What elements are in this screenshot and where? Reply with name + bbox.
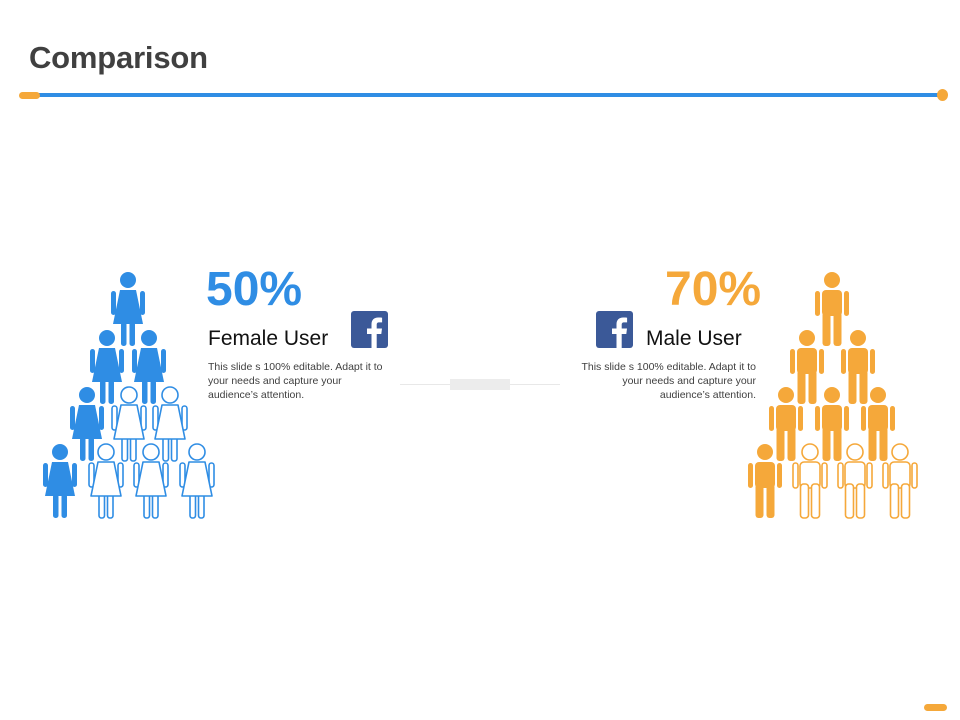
female-person-icon — [70, 387, 104, 461]
male-person-icon — [882, 443, 918, 519]
male-person-icon — [790, 330, 824, 404]
male-person-icon — [837, 443, 873, 519]
female-person-icon — [133, 443, 169, 519]
male-person-icon — [769, 387, 803, 461]
divider-left-cap — [19, 92, 40, 99]
female-description: This slide s 100% editable. Adapt it to … — [208, 361, 383, 401]
facebook-icon — [351, 311, 388, 348]
footer-accent — [924, 704, 947, 711]
female-percentage: 50% — [206, 263, 303, 316]
female-person-icon — [43, 444, 77, 518]
female-person-icon — [111, 272, 145, 346]
female-person-icon — [90, 330, 124, 404]
female-person-icon — [111, 386, 147, 462]
divider-right-dot — [937, 89, 948, 101]
female-person-icon — [179, 443, 215, 519]
female-person-icon — [88, 443, 124, 519]
facebook-icon — [596, 311, 633, 348]
page-title: Comparison — [29, 40, 208, 75]
male-person-icon — [861, 387, 895, 461]
male-person-icon — [792, 443, 828, 519]
female-person-icon — [132, 330, 166, 404]
male-person-icon — [815, 387, 849, 461]
title-divider — [20, 93, 944, 97]
female-person-icon — [152, 386, 188, 462]
male-percentage: 70% — [665, 263, 762, 316]
center-divider-block — [450, 379, 510, 390]
male-user-label: Male User — [646, 327, 742, 350]
male-person-icon — [748, 444, 782, 518]
male-person-icon — [815, 272, 849, 346]
female-user-label: Female User — [208, 327, 329, 350]
male-person-icon — [841, 330, 875, 404]
male-description: This slide s 100% editable. Adapt it to … — [581, 361, 756, 401]
